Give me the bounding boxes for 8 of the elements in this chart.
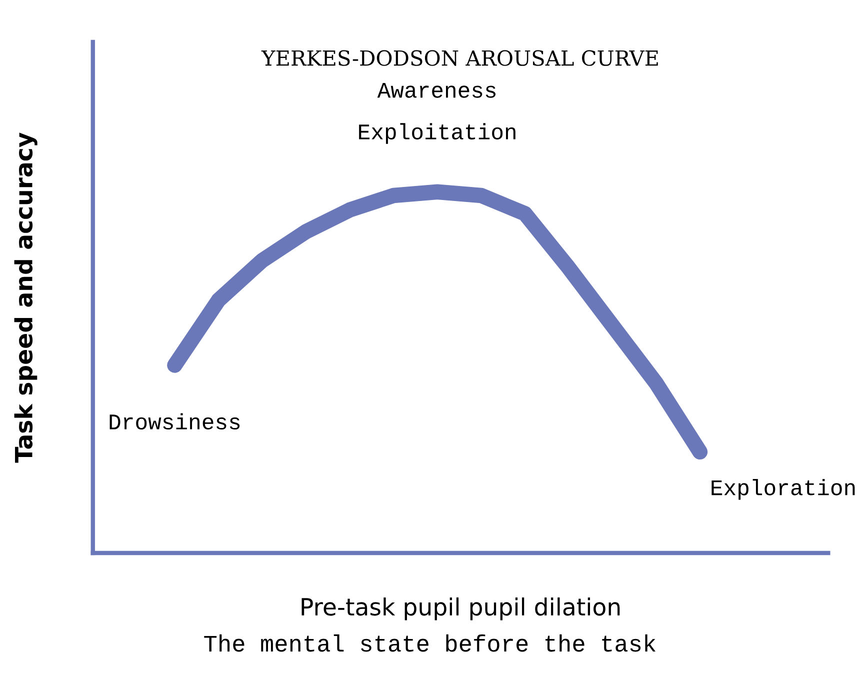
text: Exploitation: [359, 123, 516, 144]
annotation: Exploration: [712, 479, 855, 500]
annotation: Drowsiness: [110, 413, 240, 430]
x-axis-title: Pre-task pupil pupil dilation: [302, 597, 620, 620]
y-axis-title: Task speed and accuracy: [14, 132, 38, 463]
chart-title: YERKES-DODSON AROUSAL CURVE: [261, 50, 658, 66]
text: The mental state before the task: [204, 634, 656, 652]
text: Awareness: [377, 82, 496, 98]
